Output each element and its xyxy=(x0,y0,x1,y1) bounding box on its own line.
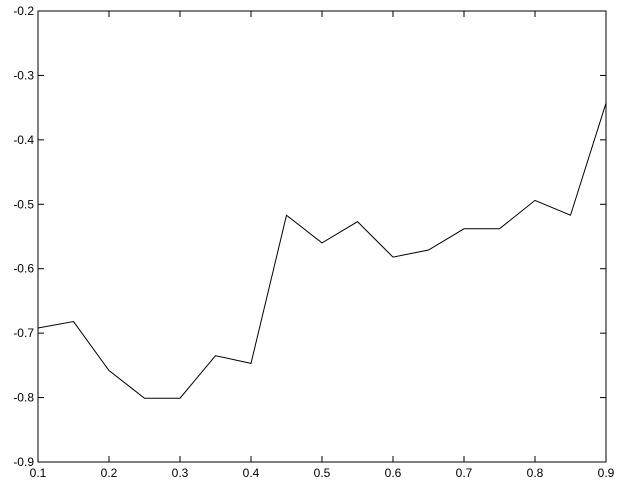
x-tick-label: 0.8 xyxy=(527,466,544,480)
x-tick-label: 0.4 xyxy=(243,466,260,480)
series-layer xyxy=(37,102,607,399)
x-tick-label: 0.2 xyxy=(101,466,118,480)
y-tick-label: -0.4 xyxy=(13,133,34,147)
y-tick-label: -0.6 xyxy=(13,262,34,276)
y-tick-label: -0.7 xyxy=(13,326,34,340)
x-tick-label: 0.3 xyxy=(172,466,189,480)
y-tick-label: -0.9 xyxy=(13,455,34,469)
y-tick-label: -0.5 xyxy=(13,197,34,211)
x-axis: 0.1 0.2 0.3 0.4 0.5 0.6 0.7 0.8 0.9 xyxy=(30,11,615,480)
y-tick-label: -0.2 xyxy=(13,4,34,18)
x-tick-label: 0.9 xyxy=(598,466,615,480)
y-axis: -0.2 -0.3 -0.4 -0.5 -0.6 -0.7 -0.8 -0.9 xyxy=(13,4,606,469)
x-tick-label: 0.1 xyxy=(30,466,47,480)
x-tick-label: 0.5 xyxy=(314,466,331,480)
plot-area-frame xyxy=(37,10,607,463)
series-line xyxy=(37,102,607,399)
x-tick-label: 0.6 xyxy=(385,466,402,480)
y-tick-label: -0.3 xyxy=(13,68,34,82)
x-tick-label: 0.7 xyxy=(456,466,473,480)
y-tick-label: -0.8 xyxy=(13,391,34,405)
